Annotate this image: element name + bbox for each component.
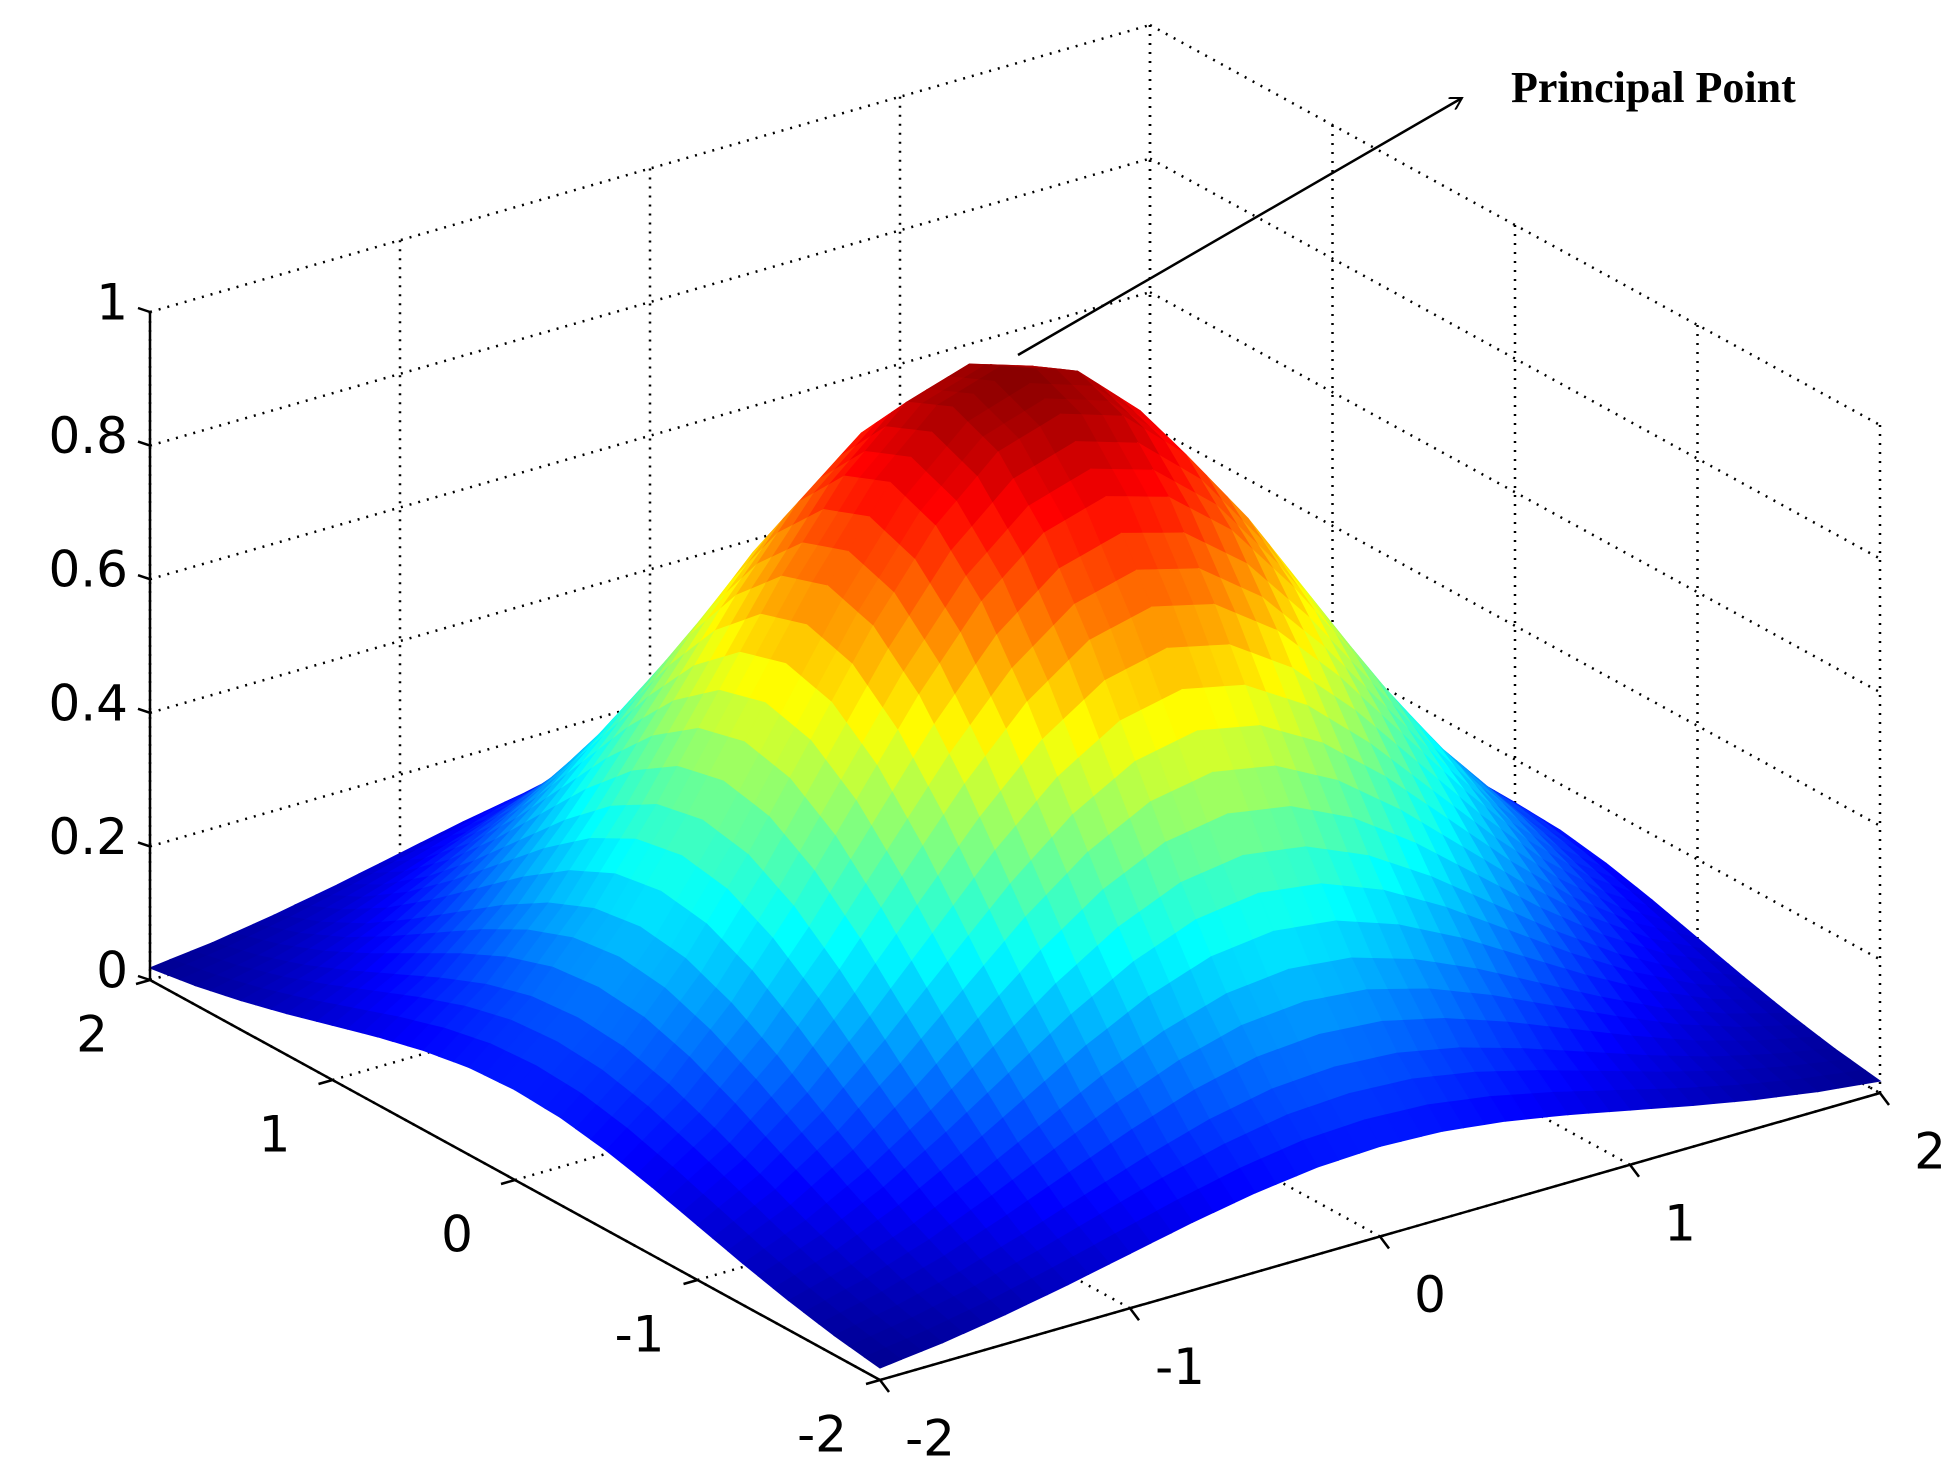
wall-grid-line	[1149, 23, 1881, 427]
x-tick-label: 0	[1414, 1266, 1446, 1324]
z-tick	[137, 974, 151, 982]
x-tick-label: -2	[905, 1410, 955, 1468]
y-tick	[318, 1078, 333, 1086]
y-tick	[500, 1178, 516, 1186]
annotation: Principal Point	[1511, 63, 1796, 112]
y-tick	[135, 978, 151, 986]
x-tick-label: 1	[1664, 1194, 1696, 1252]
x-tick-label: -1	[1155, 1338, 1205, 1396]
z-tick-label: 0	[96, 942, 128, 1000]
z-tick	[137, 841, 151, 848]
x-tick	[1379, 1235, 1390, 1250]
y-tick-label: 0	[441, 1206, 473, 1264]
surface-patch	[863, 1347, 903, 1369]
z-tick-label: 0.4	[48, 674, 128, 732]
z-tick	[137, 707, 151, 714]
wall-grid-line	[1149, 424, 1881, 827]
y-tick	[683, 1278, 698, 1286]
z-tick	[137, 440, 151, 447]
z-tick	[137, 306, 151, 314]
z-tick-label: 1	[96, 274, 128, 332]
y-tick	[865, 1378, 881, 1386]
x-tick-label: 2	[1914, 1123, 1942, 1181]
z-tick-label: 0.8	[48, 407, 128, 465]
plot-layer: -2 -1 0 1 2 -2 -1 0 1 2 0 0.2 0.4 0.6 0.8 1	[48, 23, 1942, 1468]
z-tick-label: 0.6	[48, 541, 128, 599]
wall-grid-line	[1149, 558, 1881, 961]
wall-grid-line	[1149, 291, 1881, 694]
y-tick-label: -2	[797, 1406, 847, 1464]
x-tick	[1879, 1092, 1890, 1106]
x-tick	[1629, 1164, 1640, 1178]
y-tick-label: -1	[615, 1306, 665, 1364]
annotation-arrow	[1017, 96, 1462, 357]
x-tick	[1129, 1307, 1140, 1321]
x-tick	[879, 1379, 890, 1393]
z-tick-label: 0.2	[48, 808, 128, 866]
y-tick-label: 1	[259, 1106, 291, 1164]
wall-grid-line	[1149, 157, 1881, 560]
y-tick-label: 2	[76, 1006, 108, 1064]
z-tick	[137, 574, 151, 581]
